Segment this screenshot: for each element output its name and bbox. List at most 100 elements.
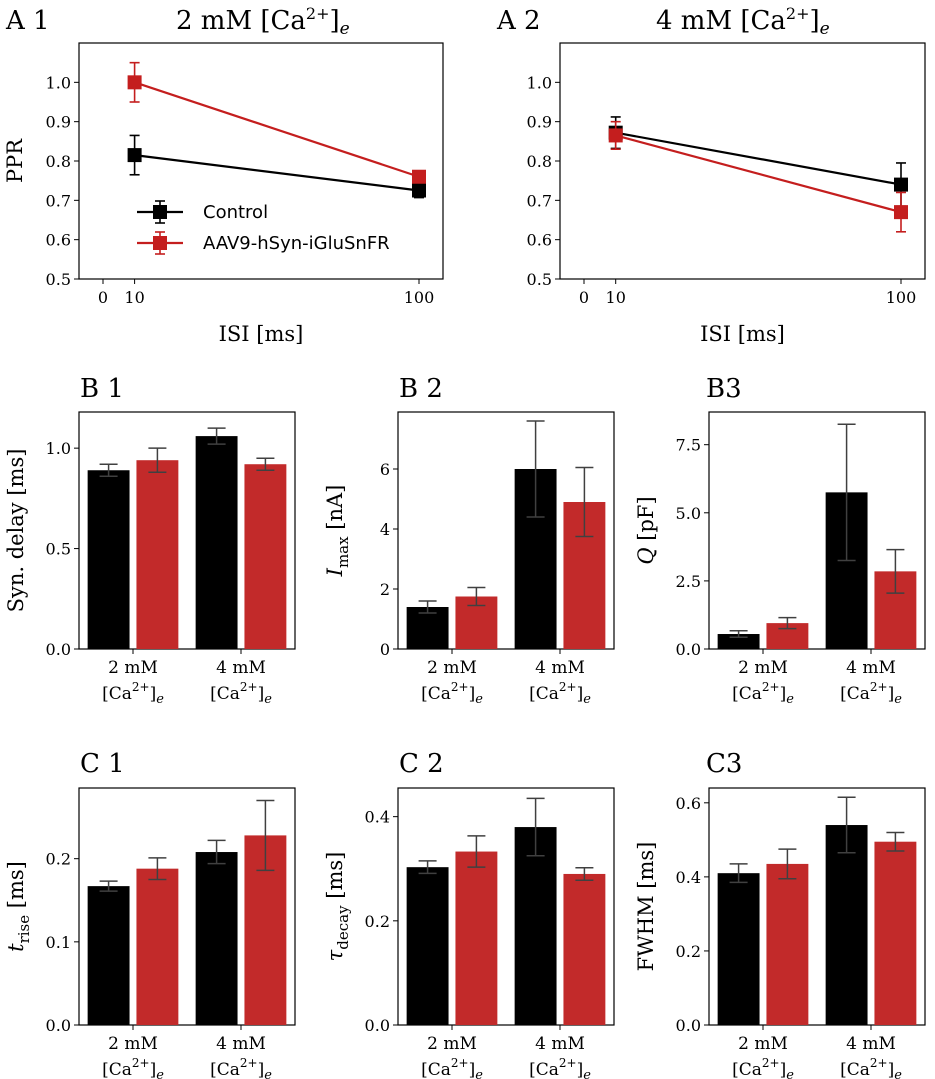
y-tick-label: 7.5 (676, 436, 701, 455)
y-tick-label: 0.6 (676, 794, 701, 813)
bar (136, 868, 179, 1025)
data-point (127, 148, 142, 163)
y-tick-label: 4 (380, 520, 390, 539)
y-tick-label: 1.0 (46, 439, 71, 458)
series-control (127, 134, 426, 199)
category-label: [Ca2+]e (840, 680, 902, 707)
axes-frame (397, 411, 615, 650)
category-label: [Ca2+]e (732, 1056, 794, 1079)
panel-title: 2 mM [Ca2+]e (176, 4, 350, 39)
category-label: [Ca2+]e (732, 680, 794, 707)
y-tick-label: 0.4 (365, 808, 390, 827)
bar (87, 470, 130, 649)
series-control (608, 116, 908, 208)
category-label: 4 mM (535, 658, 585, 678)
category-label: 2 mM (108, 658, 158, 678)
x-axis-label: ISI [ms] (700, 322, 785, 346)
category-label: [Ca2+]e (840, 1056, 902, 1079)
category-label: [Ca2+]e (210, 680, 272, 707)
panel-label: B3 (706, 374, 742, 404)
series-aav9 (127, 61, 426, 184)
x-tick-label: 10 (606, 288, 626, 307)
y-tick-label: 0.8 (527, 152, 552, 171)
category-label: 4 mM (846, 1034, 896, 1054)
bar (717, 873, 760, 1025)
bar (406, 607, 449, 649)
legend-marker (153, 236, 167, 250)
category-label: 2 mM (427, 1034, 477, 1054)
y-tick-label: 0.0 (46, 640, 71, 659)
y-tick-label: 6 (380, 460, 390, 479)
series-line (615, 134, 902, 214)
axes-frame (78, 787, 296, 1026)
y-axis-label: PPR (3, 138, 27, 183)
y-tick-label: 0.1 (46, 933, 71, 952)
y-tick-label: 0.6 (46, 231, 71, 250)
series-line (134, 81, 420, 178)
x-tick-label: 100 (404, 288, 435, 307)
bar (563, 873, 606, 1025)
panel-label: C 1 (80, 749, 125, 779)
x-axis-label: ISI [ms] (219, 322, 304, 346)
data-point (412, 183, 426, 198)
x-tick-label: 100 (886, 288, 917, 307)
legend-label: Control (203, 202, 268, 223)
y-tick-label: 0.0 (676, 640, 701, 659)
axes-frame (397, 787, 615, 1026)
data-point (894, 177, 908, 192)
bar (195, 436, 238, 649)
y-tick-label: 0.4 (676, 868, 701, 887)
panel-label: A 2 (496, 6, 541, 36)
y-tick-label: 0.5 (46, 270, 71, 289)
data-point (127, 75, 142, 90)
panel-label: C 2 (399, 749, 444, 779)
y-tick-label: 0.9 (46, 113, 71, 132)
y-tick-label: 0 (380, 640, 390, 659)
bar (825, 825, 868, 1025)
y-tick-label: 0.5 (46, 540, 71, 559)
axes-frame (708, 411, 926, 650)
category-label: [Ca2+]e (529, 1056, 591, 1079)
y-axis-label: trise [ms] (4, 861, 33, 952)
bar (766, 863, 809, 1025)
y-axis-label: Imax [nA] (323, 485, 352, 578)
y-tick-label: 0.8 (46, 152, 71, 171)
y-tick-label: 0.2 (676, 942, 701, 961)
bar (874, 841, 917, 1025)
category-label: 2 mM (108, 1034, 158, 1054)
y-tick-label: 2 (380, 580, 390, 599)
y-tick-label: 1.0 (527, 73, 552, 92)
legend: Control AAV9-hSyn-iGluSnFR (137, 200, 390, 255)
panel-label: A 1 (5, 6, 50, 36)
category-label: 4 mM (535, 1034, 585, 1054)
panel-label: C3 (706, 749, 742, 779)
bar (195, 852, 238, 1025)
bar (455, 851, 498, 1025)
legend-label: AAV9-hSyn-iGluSnFR (203, 233, 390, 254)
y-tick-label: 0.6 (527, 231, 552, 250)
category-label: 2 mM (738, 1034, 788, 1054)
axes-frame (78, 411, 296, 650)
y-axis-label: τdecay [ms] (323, 852, 352, 962)
series-line (134, 154, 420, 192)
axes-frame (559, 42, 926, 280)
y-tick-label: 0.0 (46, 1016, 71, 1035)
panel-b3: B30.02.55.07.5Q [pF]2 mM[Ca2+]e4 mM[Ca2+… (634, 374, 926, 707)
category-label: [Ca2+]e (102, 1056, 164, 1079)
category-label: 4 mM (216, 658, 266, 678)
y-tick-label: 0.2 (46, 850, 71, 869)
legend-marker (153, 205, 167, 219)
category-label: 4 mM (216, 1034, 266, 1054)
panel-label: B 2 (399, 374, 443, 404)
x-tick-label: 10 (124, 288, 144, 307)
y-tick-label: 0.7 (527, 191, 552, 210)
y-axis-label: Syn. delay [ms] (4, 449, 28, 613)
bar (717, 634, 760, 649)
series-line (615, 131, 902, 186)
